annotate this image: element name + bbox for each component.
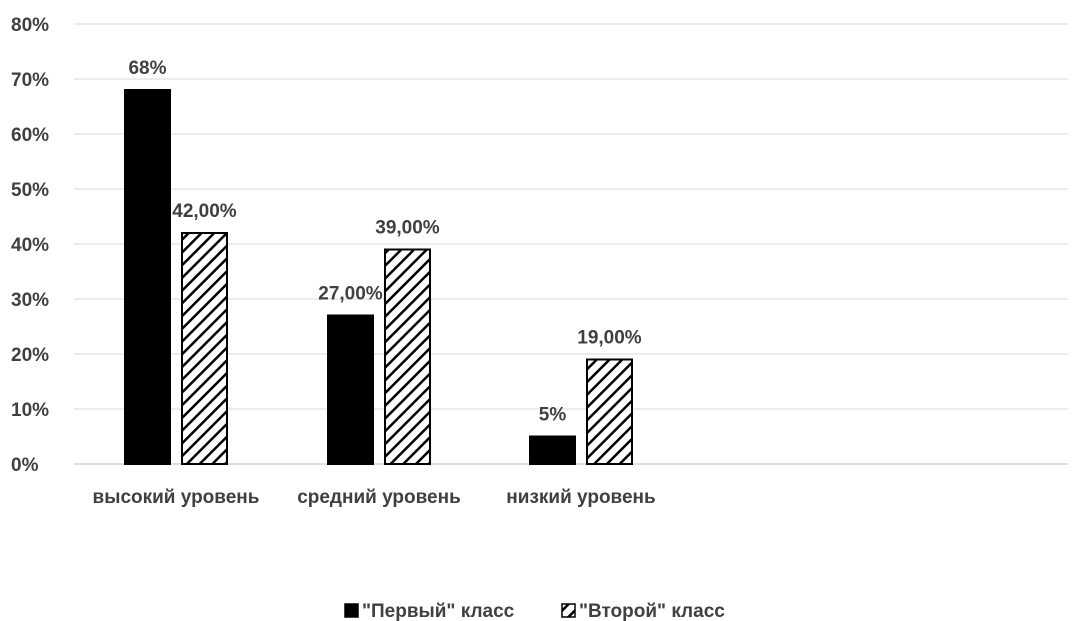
y-axis: 0% 10% 20% 30% 40% 50% 60% 70% 80% [11, 15, 49, 476]
legend-label: "Второй" класс [579, 601, 725, 621]
y-tick-label: 50% [11, 180, 49, 201]
data-labels: 68% 27,00% 5% 42,00% 39,00% 19,00% [128, 58, 641, 426]
y-tick-label: 20% [11, 345, 49, 366]
y-tick-label: 30% [11, 290, 49, 311]
bar [327, 314, 374, 465]
y-tick-label: 10% [11, 400, 49, 421]
bar [124, 89, 171, 465]
data-label: 42,00% [172, 201, 237, 222]
data-label: 39,00% [375, 218, 440, 239]
bar [586, 358, 633, 465]
bar [181, 232, 228, 465]
legend: "Первый" класс "Второй" класс [344, 601, 725, 621]
x-category-label: высокий уровень [93, 487, 260, 508]
y-tick-label: 70% [11, 70, 49, 91]
y-tick-label: 80% [11, 15, 49, 36]
x-category-label: средний уровень [297, 487, 461, 508]
data-label: 5% [539, 405, 567, 426]
legend-swatch [561, 603, 576, 618]
bars [124, 89, 633, 465]
y-tick-label: 40% [11, 235, 49, 256]
x-category-label: низкий уровень [506, 487, 655, 508]
data-label: 19,00% [577, 328, 642, 349]
bar [384, 248, 431, 465]
x-axis: высокий уровень средний уровень низкий уро… [93, 487, 656, 508]
data-label: 27,00% [318, 284, 383, 305]
bar [529, 435, 576, 465]
y-tick-label: 0% [11, 455, 39, 476]
gridlines [74, 23, 1068, 465]
legend-swatch [344, 603, 359, 618]
y-tick-label: 60% [11, 125, 49, 146]
legend-label: "Первый" класс [362, 601, 515, 621]
data-label: 68% [128, 58, 166, 79]
